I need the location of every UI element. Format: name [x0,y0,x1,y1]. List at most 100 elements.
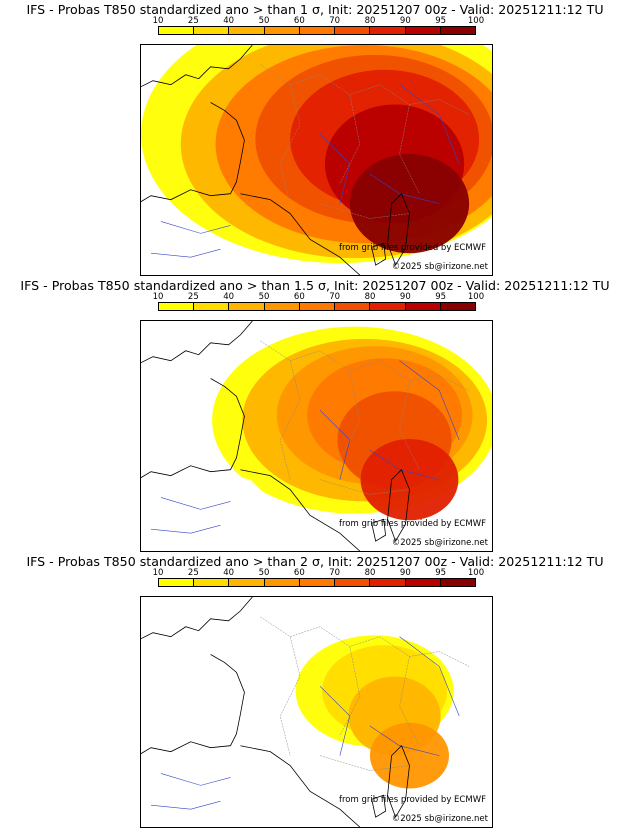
panel-title: IFS - Probas T850 standardized ano > tha… [26,2,604,17]
colorbar-swatch [405,579,441,586]
panel-title: IFS - Probas T850 standardized ano > tha… [20,278,610,293]
colorbar-label: 40 [223,16,235,26]
colorbar-swatch [335,579,371,586]
admin-borders [260,64,470,219]
colorbar-label: 95 [435,292,447,302]
colorbar-swatch [405,27,441,34]
colorbar-swatch [194,27,230,34]
colorbar-label: 90 [399,292,411,302]
panel-3: IFS - Probas T850 standardized ano > tha… [0,552,630,828]
colorbar-label: 80 [364,16,376,26]
probability-area [349,154,470,254]
colorbar-label: 70 [329,16,341,26]
colorbar-swatch [440,579,475,586]
colorbar-swatch [299,579,336,586]
island-coastline [371,794,387,818]
colorbar-swatch [370,579,406,586]
island-coastline [387,745,410,819]
coastline [141,102,245,202]
colorbar-label: 70 [329,292,341,302]
coastline [141,378,245,478]
colorbar-swatch [159,303,195,310]
panel-1: IFS - Probas T850 standardized ano > tha… [0,0,630,276]
colorbar-label: 80 [364,292,376,302]
colorbar-label: 90 [399,568,411,578]
probability-area [360,438,459,521]
colorbar-label: 95 [435,568,447,578]
colorbar-labels: 10 25 40 50 60 70 80 90 95 100 [145,292,490,302]
colorbar-swatch [299,303,336,310]
low-probability-area [141,743,301,827]
colorbar-swatch [194,303,230,310]
colorbar-swatch [159,579,195,586]
probability-area [369,722,449,789]
coastline [141,654,245,754]
colorbar-label: 25 [187,292,199,302]
colorbar-label: 10 [152,292,164,302]
colorbar-label: 10 [152,568,164,578]
grib-credit: from grib files provided by ECMWF [339,243,486,253]
colorbar-label: 100 [467,568,485,578]
colorbar-label: 25 [187,568,199,578]
colorbar-label: 50 [258,568,270,578]
map-canvas [141,597,492,827]
panel-2: IFS - Probas T850 standardized ano > tha… [0,276,630,552]
coastline [141,597,253,639]
colorbar-swatch [335,303,371,310]
colorbar-swatch [440,303,475,310]
grib-credit: from grib files provided by ECMWF [339,519,486,529]
colorbar-label: 60 [293,16,305,26]
colorbar-label: 100 [467,292,485,302]
colorbar-label: 50 [258,16,270,26]
colorbar-swatch [335,27,371,34]
admin-borders [260,340,470,495]
island-coastline [387,469,410,543]
panel-title: IFS - Probas T850 standardized ano > tha… [26,554,604,569]
colorbar-swatch [159,27,195,34]
colorbar-swatch [264,27,300,34]
colorbar-swatch [194,579,230,586]
probability-map: from grib files provided by ECMWF ©2025 … [140,320,493,552]
colorbar-label: 50 [258,292,270,302]
colorbar-label: 25 [187,16,199,26]
colorbar-swatch [229,27,265,34]
probability-map: from grib files provided by ECMWF ©2025 … [140,596,493,828]
coastline [240,745,361,827]
colorbar [158,302,476,311]
coastline [141,45,253,87]
coastline [240,469,361,551]
colorbar-label: 40 [223,292,235,302]
colorbar-label: 40 [223,568,235,578]
colorbar [158,26,476,35]
island-coastline [371,518,387,542]
coastline [240,193,361,275]
copyright-credit: ©2025 sb@irizone.net [391,814,488,824]
colorbar-label: 80 [364,568,376,578]
copyright-credit: ©2025 sb@irizone.net [391,538,488,548]
copyright-credit: ©2025 sb@irizone.net [391,262,488,272]
colorbar-label: 60 [293,292,305,302]
colorbar-label: 70 [329,568,341,578]
colorbar-swatch [264,579,300,586]
colorbar-swatch [264,303,300,310]
colorbar-label: 100 [467,16,485,26]
map-canvas [141,45,492,275]
colorbar-swatch [405,303,441,310]
colorbar-swatch [440,27,475,34]
colorbar-labels: 10 25 40 50 60 70 80 90 95 100 [145,16,490,26]
colorbar [158,578,476,587]
colorbar-swatch [299,27,336,34]
map-canvas [141,321,492,551]
colorbar-swatch [370,27,406,34]
colorbar-label: 95 [435,16,447,26]
colorbar-label: 60 [293,568,305,578]
colorbar-labels: 10 25 40 50 60 70 80 90 95 100 [145,568,490,578]
probability-map: from grib files provided by ECMWF ©2025 … [140,44,493,276]
colorbar-swatch [370,303,406,310]
grib-credit: from grib files provided by ECMWF [339,795,486,805]
colorbar-swatch [229,579,265,586]
low-probability-area [141,467,301,551]
colorbar-label: 10 [152,16,164,26]
coastline [141,321,253,363]
colorbar-swatch [229,303,265,310]
